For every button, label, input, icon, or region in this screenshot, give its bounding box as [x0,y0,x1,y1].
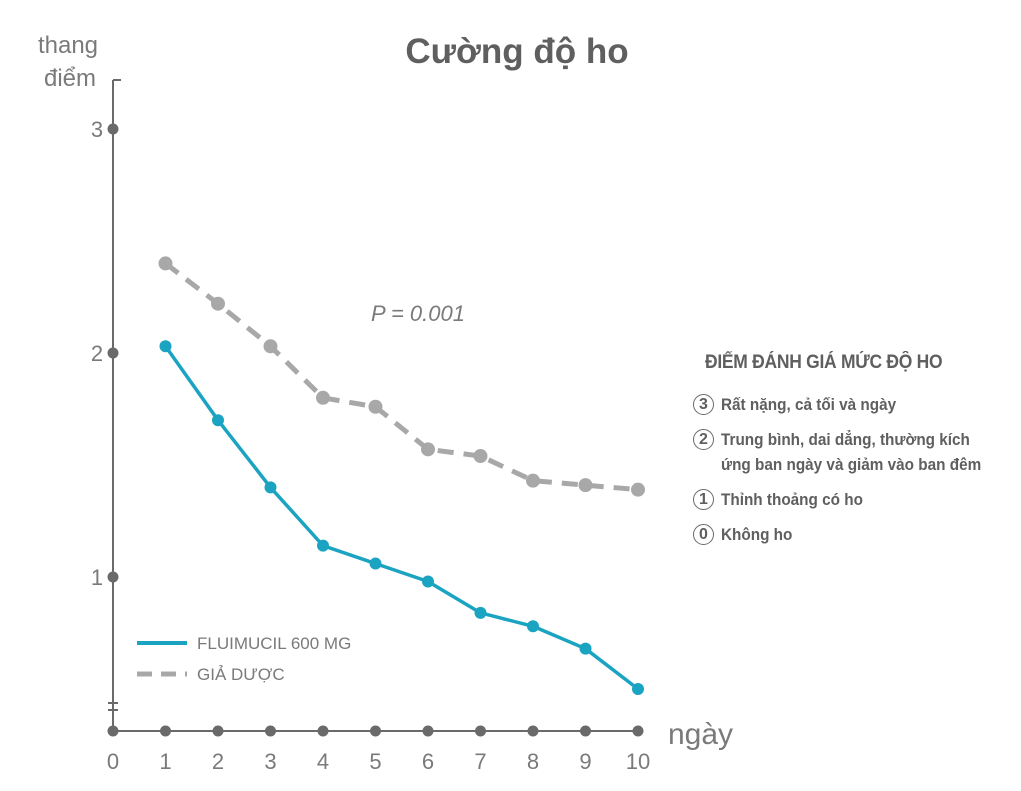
x-axis-label: ngày [668,718,733,751]
x-tick-label-3: 3 [264,749,276,774]
scale-item-0: 0 Không ho [693,524,1018,547]
scale-text-3: Rất nặng, cả tối và ngày [721,392,896,417]
scale-text-3-line1: Rất nặng, cả tối và ngày [721,395,897,414]
y-tick-label-3: 3 [91,117,103,142]
x-tick-label-5: 5 [369,749,381,774]
data-point-fluimucil-day-10 [632,683,644,695]
data-point-placebo-day-1 [158,256,173,271]
data-point-placebo-day-9 [578,478,593,493]
data-point-fluimucil-day-9 [579,642,592,655]
scale-item-1: 1 Thỉnh thoảng có ho [693,489,1018,512]
series-line-fluimucil [164,345,640,691]
data-point-placebo-day-3 [263,339,278,354]
scale-item-2: 2 Trung bình, dai dẳng, thường kích ứng … [693,429,1018,477]
scale-number-1: 1 [693,489,714,510]
y-tick-label-2: 2 [91,341,103,366]
scale-text-1-line1: Thỉnh thoảng có ho [721,490,863,509]
cough-scale-title: ĐIỂM ĐÁNH GIÁ MỨC ĐỘ HO [705,352,943,373]
x-tick-label-2: 2 [212,749,224,774]
cough-scale-legend: ĐIỂM ĐÁNH GIÁ MỨC ĐỘ HO 3 Rất nặng, cả t… [693,352,1018,559]
x-tick-dot-8 [527,725,539,737]
x-tick-dot-3 [265,725,276,737]
x-tick-dot-9 [580,725,591,737]
legend-label-fluimucil: FLUIMUCIL 600 MG [197,634,351,653]
data-point-placebo-day-6 [421,442,435,457]
x-tick-label-9: 9 [579,749,591,774]
data-point-fluimucil-day-8 [527,620,539,633]
scale-text-2-line1: Trung bình, dai dẳng, thường kích [721,430,970,449]
data-point-placebo-day-8 [526,473,540,488]
x-tick-dot-2 [212,725,224,737]
data-point-placebo-day-10 [631,482,645,497]
data-point-placebo-day-2 [211,296,225,311]
y-tick-dot-2 [107,347,119,359]
data-point-fluimucil-day-7 [474,606,487,619]
x-tick-label-8: 8 [527,749,539,774]
data-point-fluimucil-day-1 [159,340,172,353]
scale-number-3: 3 [693,394,714,415]
chart-title: Cường độ ho [405,32,628,71]
scale-item-3: 3 Rất nặng, cả tối và ngày [693,394,1018,417]
data-point-fluimucil-day-4 [317,539,329,552]
scale-text-0: Không ho [721,522,792,547]
p-value-annotation: P = 0.001 [371,301,465,326]
series-layer [158,256,645,695]
data-point-placebo-day-4 [316,390,330,405]
x-tick-dot-4 [317,725,329,737]
data-point-fluimucil-day-3 [264,481,277,494]
y-axis-label-line2: điểm [44,65,96,92]
data-point-fluimucil-day-6 [422,575,434,588]
x-tick-label-1: 1 [159,749,171,774]
x-tick-label-10: 10 [626,749,650,774]
y-axis-label-line1: thang [38,32,98,59]
y-tick-dot-1 [107,571,119,583]
data-point-fluimucil-day-5 [369,557,382,570]
x-tick-dot-0 [107,725,119,737]
data-point-fluimucil-day-2 [212,414,224,427]
y-tick-dot-3 [107,123,119,135]
x-tick-label-7: 7 [474,749,486,774]
legend-label-placebo: GIẢ DƯỢC [197,665,285,684]
scale-number-2: 2 [693,429,714,450]
scale-number-0: 0 [693,524,714,545]
x-tick-label-6: 6 [422,749,434,774]
x-tick-dot-1 [160,725,171,737]
data-point-placebo-day-7 [473,449,488,464]
data-point-placebo-day-5 [368,399,383,414]
x-tick-dot-7 [475,725,486,737]
x-tick-dot-10 [632,725,644,737]
x-tick-label-4: 4 [317,749,329,774]
series-line-placebo [163,261,639,493]
scale-text-2-line2: ứng ban ngày và giảm vào ban đêm [721,455,982,474]
scale-text-1: Thỉnh thoảng có ho [721,487,863,512]
axes: 1 2 3 0 1 2 3 4 5 6 7 8 9 10 [91,79,650,774]
scale-text-2: Trung bình, dai dẳng, thường kích ứng ba… [721,427,981,477]
x-tick-label-0: 0 [107,749,119,774]
y-tick-label-1: 1 [91,565,103,590]
chart-legend: FLUIMUCIL 600 MG GIẢ DƯỢC [137,634,351,684]
x-tick-dot-6 [422,725,434,737]
scale-text-0-line1: Không ho [721,525,793,544]
x-tick-dot-5 [370,725,381,737]
